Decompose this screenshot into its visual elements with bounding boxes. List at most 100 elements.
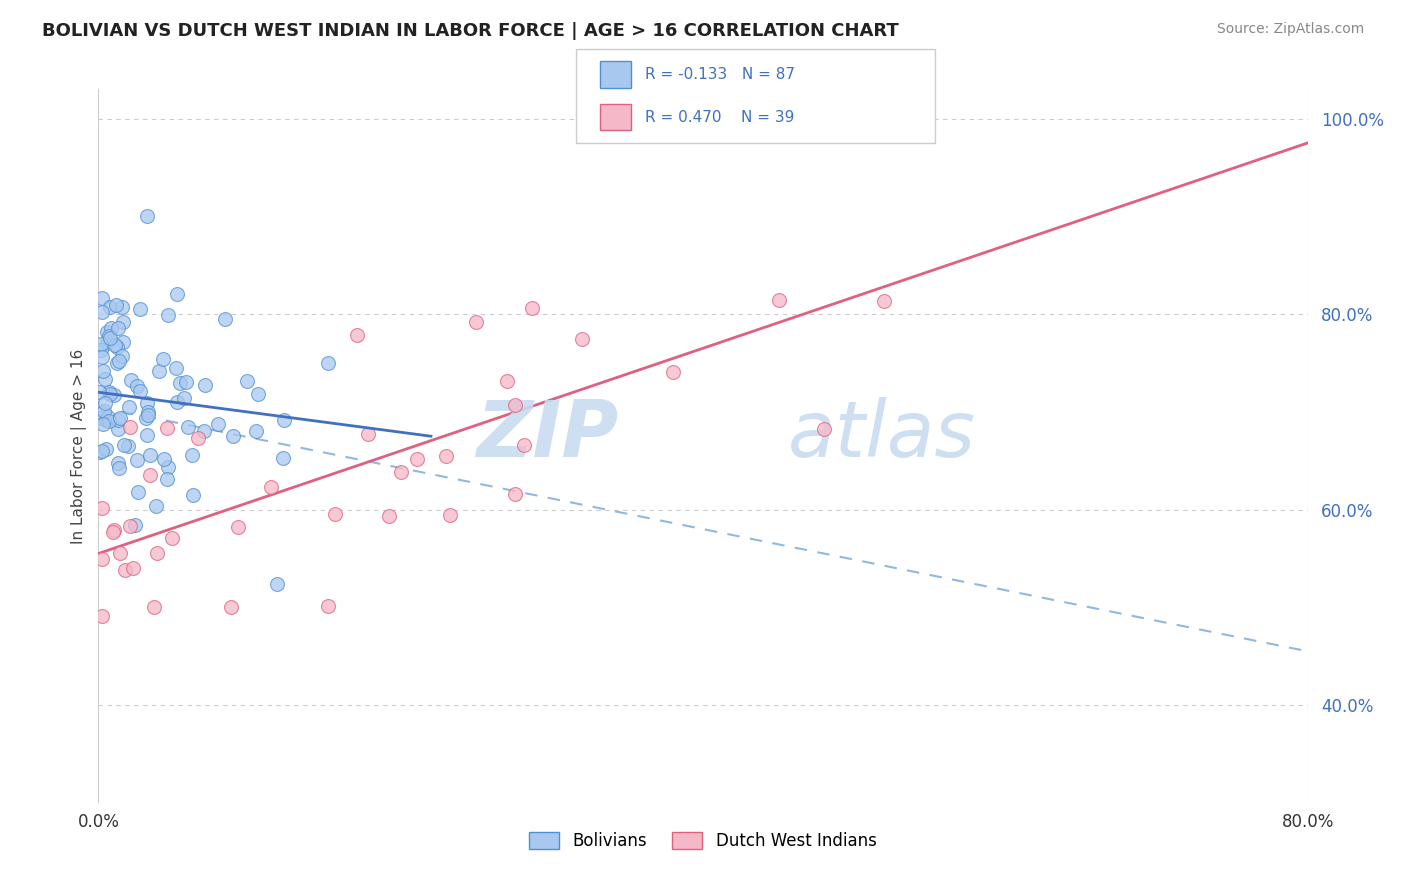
Point bbox=[219, 599, 242, 614]
Point bbox=[139, 448, 162, 462]
Point bbox=[96, 325, 118, 339]
Point bbox=[94, 372, 117, 386]
Point bbox=[89, 445, 111, 459]
Point bbox=[90, 351, 112, 365]
Point bbox=[271, 450, 294, 465]
Point bbox=[129, 384, 152, 399]
Point bbox=[145, 546, 167, 560]
Point bbox=[91, 500, 114, 515]
Point bbox=[180, 448, 202, 462]
Point bbox=[111, 301, 134, 315]
Point bbox=[246, 387, 269, 401]
Point bbox=[214, 312, 236, 326]
Point bbox=[96, 442, 118, 457]
Point bbox=[87, 384, 110, 399]
Point bbox=[157, 460, 180, 475]
Point bbox=[156, 472, 179, 486]
Point bbox=[98, 387, 121, 401]
Point bbox=[117, 439, 139, 453]
Point bbox=[101, 525, 124, 540]
Point bbox=[91, 364, 114, 378]
Point bbox=[222, 429, 245, 443]
Point bbox=[118, 400, 141, 414]
Point bbox=[107, 413, 129, 427]
Point bbox=[90, 336, 112, 351]
Point bbox=[108, 354, 131, 368]
Point bbox=[103, 388, 125, 402]
Text: ZIP: ZIP bbox=[477, 397, 619, 474]
Point bbox=[90, 291, 112, 305]
Text: atlas: atlas bbox=[787, 397, 976, 474]
Point bbox=[139, 467, 162, 482]
Text: Source: ZipAtlas.com: Source: ZipAtlas.com bbox=[1216, 22, 1364, 37]
Point bbox=[495, 374, 517, 388]
Point bbox=[96, 413, 118, 427]
Point bbox=[169, 376, 191, 390]
Point bbox=[152, 452, 174, 467]
Point bbox=[107, 456, 129, 470]
Point bbox=[125, 379, 148, 393]
Point bbox=[181, 487, 204, 501]
Point bbox=[405, 451, 427, 466]
Point bbox=[136, 408, 159, 422]
Point bbox=[93, 404, 115, 418]
Point bbox=[513, 438, 536, 452]
Point bbox=[94, 396, 117, 410]
Y-axis label: In Labor Force | Age > 16: In Labor Force | Age > 16 bbox=[72, 349, 87, 543]
Point bbox=[105, 340, 128, 354]
Point bbox=[108, 546, 131, 560]
Point bbox=[187, 431, 209, 445]
Point bbox=[503, 398, 526, 412]
Point bbox=[356, 426, 378, 441]
Point bbox=[135, 428, 157, 442]
Point bbox=[103, 523, 125, 537]
Point bbox=[112, 335, 135, 350]
Text: R = 0.470    N = 39: R = 0.470 N = 39 bbox=[645, 110, 794, 125]
Point bbox=[173, 392, 195, 406]
Point bbox=[98, 331, 121, 345]
Text: BOLIVIAN VS DUTCH WEST INDIAN IN LABOR FORCE | AGE > 16 CORRELATION CHART: BOLIVIAN VS DUTCH WEST INDIAN IN LABOR F… bbox=[42, 22, 898, 40]
Point bbox=[104, 338, 127, 352]
Point bbox=[105, 356, 128, 370]
Point bbox=[120, 373, 142, 387]
Point bbox=[439, 508, 461, 522]
Point bbox=[346, 327, 368, 342]
Point bbox=[520, 301, 543, 315]
Point bbox=[138, 405, 160, 419]
Point bbox=[98, 329, 121, 343]
Text: R = -0.133   N = 87: R = -0.133 N = 87 bbox=[645, 67, 796, 82]
Point bbox=[166, 395, 188, 409]
Point bbox=[90, 608, 112, 623]
Point bbox=[434, 449, 457, 463]
Point bbox=[90, 343, 112, 357]
Point bbox=[108, 461, 131, 475]
Point bbox=[104, 298, 127, 312]
Point bbox=[813, 422, 835, 436]
Point bbox=[118, 419, 141, 434]
Point bbox=[768, 293, 790, 307]
Point bbox=[89, 410, 111, 425]
Point bbox=[127, 485, 149, 500]
Point bbox=[136, 209, 159, 223]
Point bbox=[166, 361, 188, 376]
Point bbox=[148, 364, 170, 378]
Point bbox=[260, 480, 283, 494]
Point bbox=[389, 465, 412, 479]
Point bbox=[316, 356, 339, 370]
Point bbox=[323, 507, 346, 521]
Point bbox=[177, 420, 200, 434]
Point bbox=[91, 417, 114, 431]
Point bbox=[465, 315, 488, 329]
Point bbox=[108, 410, 131, 425]
Point bbox=[135, 411, 157, 425]
Point bbox=[873, 294, 896, 309]
Point bbox=[194, 377, 217, 392]
Point bbox=[98, 414, 121, 428]
Point bbox=[124, 518, 146, 533]
Point bbox=[273, 413, 295, 427]
Point bbox=[661, 365, 683, 379]
Point bbox=[162, 531, 184, 545]
Point bbox=[128, 302, 150, 317]
Point bbox=[207, 417, 229, 431]
Point bbox=[98, 385, 121, 400]
